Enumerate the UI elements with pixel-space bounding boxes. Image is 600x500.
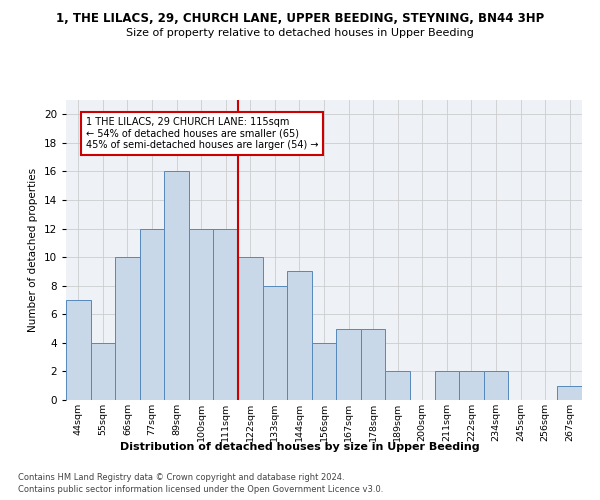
Y-axis label: Number of detached properties: Number of detached properties xyxy=(28,168,38,332)
Bar xyxy=(361,328,385,400)
Bar xyxy=(164,172,189,400)
Bar xyxy=(557,386,582,400)
Bar xyxy=(91,343,115,400)
Bar xyxy=(336,328,361,400)
Bar xyxy=(312,343,336,400)
Text: 1, THE LILACS, 29, CHURCH LANE, UPPER BEEDING, STEYNING, BN44 3HP: 1, THE LILACS, 29, CHURCH LANE, UPPER BE… xyxy=(56,12,544,26)
Text: 1 THE LILACS, 29 CHURCH LANE: 115sqm
← 54% of detached houses are smaller (65)
4: 1 THE LILACS, 29 CHURCH LANE: 115sqm ← 5… xyxy=(86,117,318,150)
Bar xyxy=(385,372,410,400)
Bar xyxy=(434,372,459,400)
Bar xyxy=(263,286,287,400)
Bar xyxy=(459,372,484,400)
Bar xyxy=(189,228,214,400)
Bar xyxy=(484,372,508,400)
Bar xyxy=(238,257,263,400)
Bar xyxy=(287,272,312,400)
Text: Contains public sector information licensed under the Open Government Licence v3: Contains public sector information licen… xyxy=(18,485,383,494)
Text: Distribution of detached houses by size in Upper Beeding: Distribution of detached houses by size … xyxy=(120,442,480,452)
Text: Size of property relative to detached houses in Upper Beeding: Size of property relative to detached ho… xyxy=(126,28,474,38)
Bar xyxy=(214,228,238,400)
Bar xyxy=(66,300,91,400)
Bar xyxy=(115,257,140,400)
Text: Contains HM Land Registry data © Crown copyright and database right 2024.: Contains HM Land Registry data © Crown c… xyxy=(18,472,344,482)
Bar xyxy=(140,228,164,400)
